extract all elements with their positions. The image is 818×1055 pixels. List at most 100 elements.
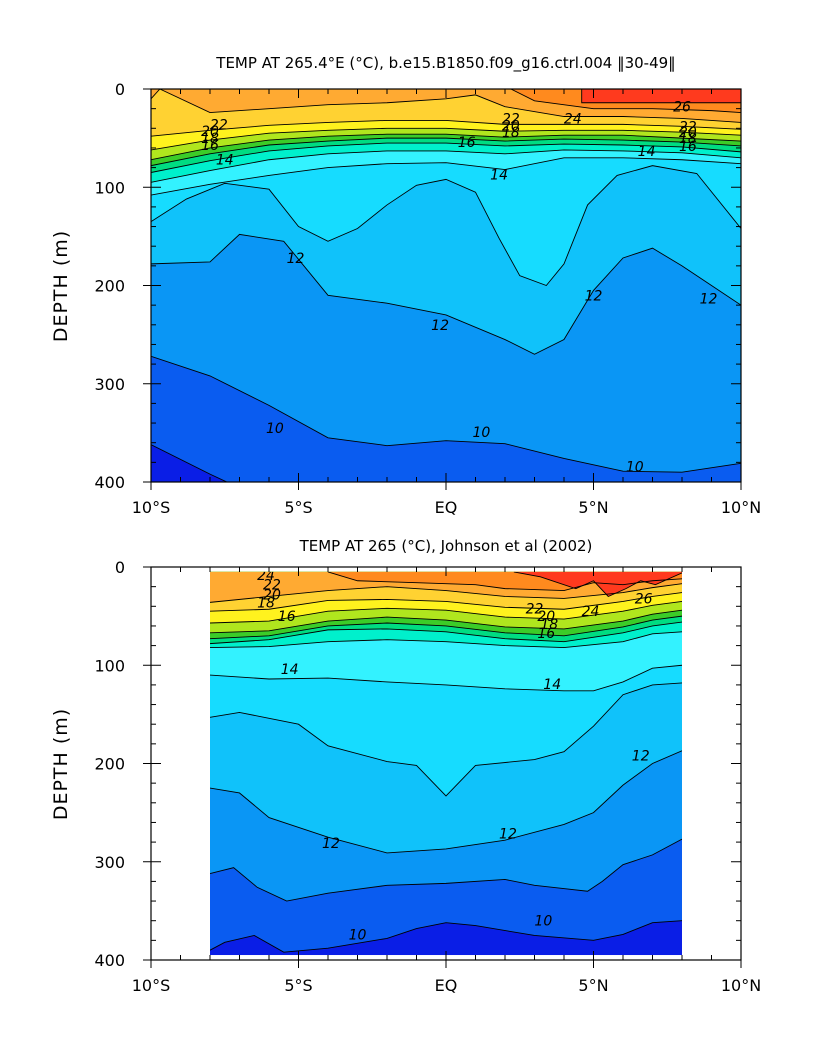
- x-tick-label: 5°N: [578, 498, 608, 517]
- y-axis-label: DEPTH (m): [50, 708, 72, 820]
- contour-label: 20: [201, 124, 219, 140]
- isotherm-20: [151, 127, 741, 151]
- contour-label: 26: [635, 591, 653, 607]
- isotherm-26: [513, 571, 682, 598]
- contour-label: 10: [626, 459, 644, 475]
- contour-label: 24: [257, 568, 275, 584]
- observation-section-panel: TEMP AT 265 (°C), Johnson et al (2002) 2…: [50, 537, 761, 995]
- contour-label: 16: [278, 609, 296, 625]
- contour-label: 12: [700, 291, 718, 307]
- contour-label: 22: [210, 117, 228, 133]
- isotherm-25: [327, 571, 682, 592]
- contour-label: 10: [266, 421, 284, 437]
- contour-label: 18: [679, 131, 697, 147]
- contour-label: 16: [679, 139, 697, 155]
- y-tick-label: 300: [94, 375, 125, 394]
- isotherm-15: [151, 149, 741, 183]
- contour-label: 10: [349, 927, 367, 943]
- contour-label: 20: [263, 588, 281, 604]
- isotherm-12: [151, 233, 741, 355]
- panel-title: TEMP AT 265 (°C), Johnson et al (2002): [299, 537, 593, 555]
- contour-label: 14: [638, 144, 656, 160]
- isotherm-14: [210, 664, 682, 692]
- isotherm-25: [510, 89, 741, 114]
- contour-label: 22: [263, 578, 281, 594]
- x-tick-label: 5°N: [578, 976, 608, 995]
- isotherm-20: [210, 600, 682, 624]
- isotherm-22: [151, 119, 741, 137]
- plot-area: 2624222018162220181622201816141414121212…: [151, 89, 741, 482]
- isotherm-15: [210, 631, 682, 649]
- plot-frame: [150, 566, 742, 961]
- x-tick-labels: 10°S 5°S EQ 5°N 10°N: [132, 976, 761, 995]
- model-section-panel: TEMP AT 265.4°E (°C), b.e15.B1850.f09_g1…: [50, 54, 761, 517]
- contour-label: 16: [537, 626, 555, 642]
- contour-label: 12: [287, 251, 305, 267]
- contour-label: 18: [201, 131, 219, 147]
- contour-label: 20: [537, 609, 555, 625]
- x-tick-labels: 10°S 5°S EQ 5°N 10°N: [132, 498, 761, 517]
- x-tick-label: 10°S: [132, 498, 171, 517]
- isotherm-24: [151, 89, 741, 123]
- contour-label: 18: [257, 595, 275, 611]
- y-tick-label: 100: [94, 178, 125, 197]
- isotherm-10: [210, 920, 682, 953]
- band-above-26: [581, 89, 741, 103]
- contour-label: 10: [534, 914, 552, 930]
- isotherm-22: [210, 592, 682, 612]
- contour-label: 18: [502, 125, 520, 141]
- x-tick-label: EQ: [435, 976, 458, 995]
- y-tick-labels: 0 100 200 300 400: [94, 80, 125, 492]
- band-above-26: [513, 571, 682, 597]
- isotherm-18: [210, 609, 682, 634]
- contour-label: 16: [458, 135, 476, 151]
- contour-label: 14: [281, 662, 299, 678]
- y-axis-label: DEPTH (m): [50, 230, 72, 342]
- y-tick-label: 0: [115, 558, 125, 577]
- contour-label: 12: [499, 826, 517, 842]
- contour-label: 24: [582, 604, 600, 620]
- x-tick-label: 10°S: [132, 976, 171, 995]
- x-tick-label: 10°N: [721, 498, 761, 517]
- contour-label: 26: [673, 100, 691, 116]
- y-tick-labels: 0 100 200 300 400: [94, 558, 125, 970]
- y-tick-label: 100: [94, 656, 125, 675]
- y-tick-label: 200: [94, 277, 125, 296]
- isotherm-11: [210, 838, 682, 902]
- contour-label: 22: [502, 111, 520, 127]
- x-tick-label: 5°S: [284, 498, 312, 517]
- isotherm-18: [151, 133, 741, 161]
- isotherm-17: [151, 137, 741, 167]
- x-tick-label: 10°N: [721, 976, 761, 995]
- contour-label: 20: [679, 125, 697, 141]
- isotherm-14: [151, 157, 741, 196]
- contour-label: 12: [585, 288, 603, 304]
- contour-label: 10: [472, 425, 490, 441]
- x-tick-label: EQ: [435, 498, 458, 517]
- isotherm-17: [210, 615, 682, 640]
- x-tick-label: 5°S: [284, 976, 312, 995]
- contour-label: 24: [564, 111, 582, 127]
- y-tick-label: 400: [94, 473, 125, 492]
- contour-label: 12: [632, 749, 650, 765]
- isotherm-16: [210, 621, 682, 645]
- contour-label: 18: [540, 617, 558, 633]
- isotherm-24: [210, 583, 682, 603]
- axis-ticks: [143, 566, 742, 968]
- plot-frame: [150, 88, 742, 483]
- contour-label: 16: [201, 138, 219, 154]
- isotherm-13: [210, 682, 682, 797]
- y-tick-label: 400: [94, 951, 125, 970]
- contour-label: 14: [543, 677, 561, 693]
- contour-label: 20: [502, 118, 520, 134]
- contour-label: 14: [490, 167, 508, 183]
- panel-title: TEMP AT 265.4°E (°C), b.e15.B1850.f09_g1…: [215, 54, 675, 73]
- isotherm-12: [210, 750, 682, 854]
- contour-label: 12: [322, 836, 340, 852]
- contour-label: 22: [526, 601, 544, 617]
- isotherm-26: [581, 89, 741, 104]
- isotherm-11: [151, 355, 741, 473]
- y-tick-label: 0: [115, 80, 125, 99]
